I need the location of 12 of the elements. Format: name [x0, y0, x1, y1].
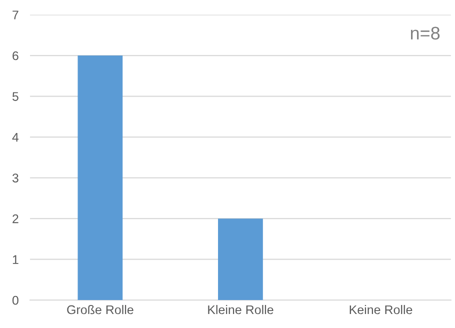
x-tick-label: Keine Rolle [350, 304, 412, 314]
y-tick-label: 4 [12, 132, 19, 142]
y-tick-label: 5 [12, 92, 18, 101]
y-tick-label: 1 [12, 255, 18, 264]
y-tick-label: 0 [12, 296, 18, 305]
y-tick-label: 7 [12, 10, 18, 20]
y-tick-label: 2 [12, 214, 18, 224]
x-tick-label: Große Rolle [67, 304, 134, 314]
annotation: n=8 [410, 26, 440, 40]
x-tick-label: Kleine Rolle [208, 304, 274, 314]
y-tick-label: 6 [12, 51, 18, 60]
y-tick-label: 3 [12, 174, 18, 182]
